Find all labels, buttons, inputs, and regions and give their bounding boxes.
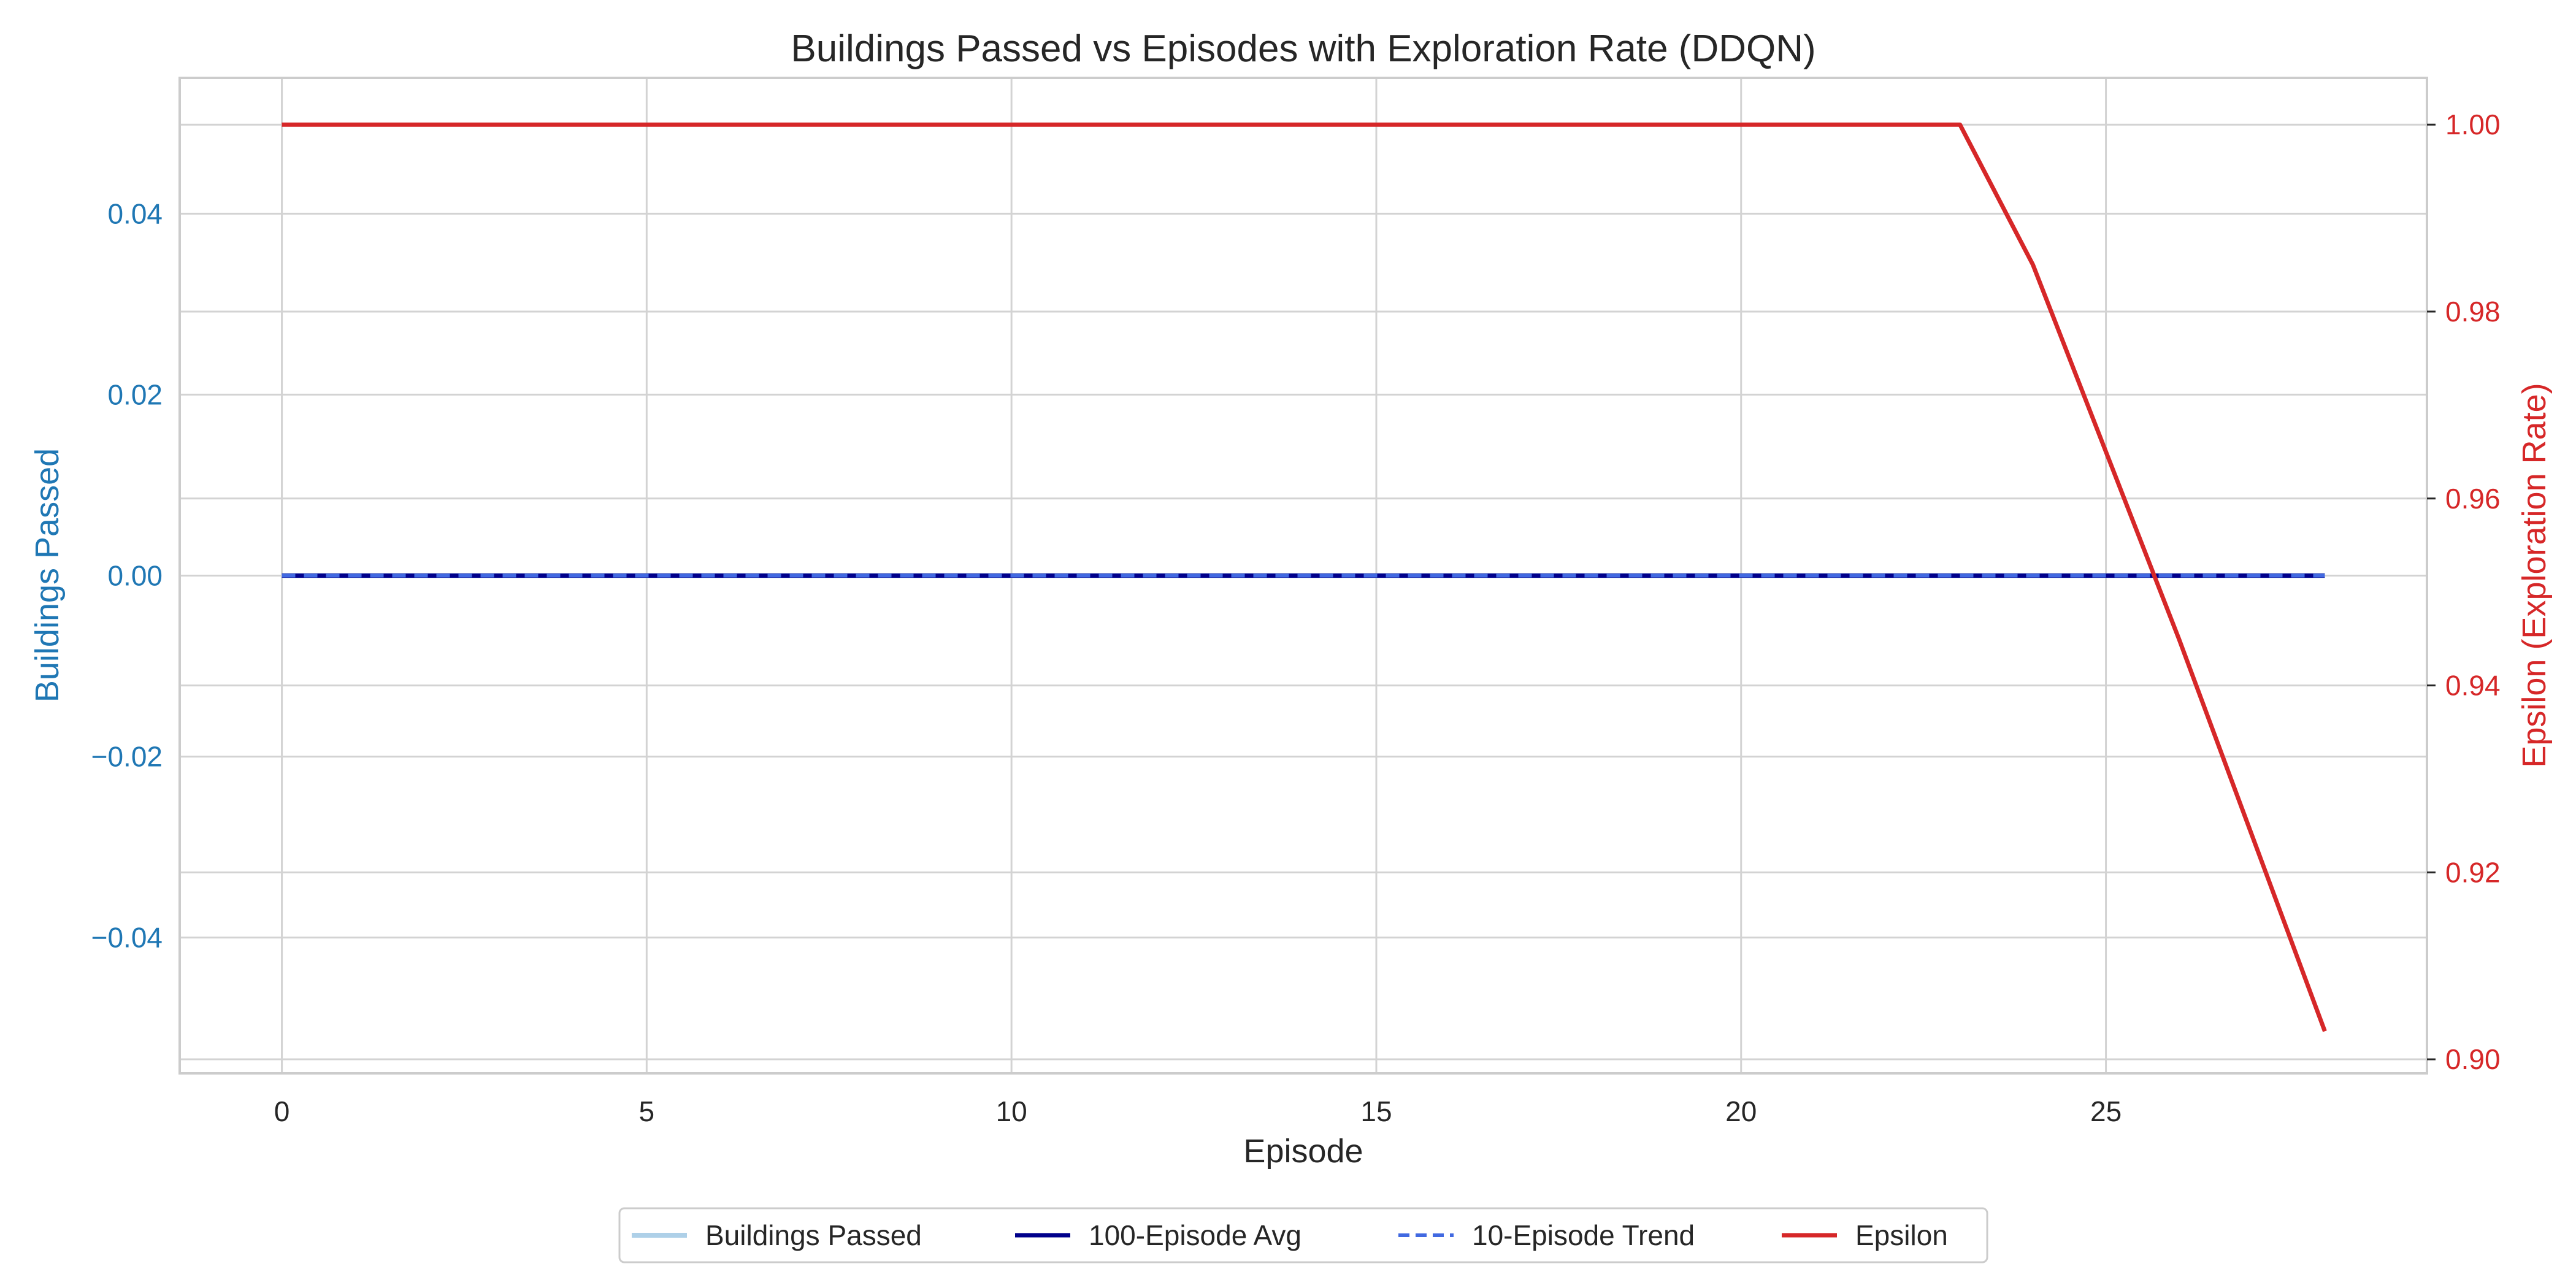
legend-label: 10-Episode Trend: [1472, 1219, 1695, 1251]
y-left-tick-label: 0.02: [107, 378, 163, 410]
y-axis-label-right: Epsilon (Exploration Rate): [2516, 383, 2553, 767]
legend-label: Buildings Passed: [705, 1219, 922, 1251]
legend-label: 100-Episode Avg: [1089, 1219, 1301, 1251]
chart-title: Buildings Passed vs Episodes with Explor…: [791, 28, 1815, 70]
series-line-epsilon: [282, 122, 2327, 1032]
y-left-tick-label: 0.00: [107, 560, 163, 592]
y-right-tick-label: 1.00: [2445, 109, 2501, 140]
y-left-tick-label: 0.04: [107, 197, 163, 229]
y-right-tick-label: 0.94: [2445, 670, 2501, 702]
x-tick-label: 15: [1360, 1095, 1392, 1127]
legend: Buildings Passed 100-Episode Avg 10-Episod…: [618, 1207, 1988, 1263]
legend-label: Epsilon: [1855, 1219, 1948, 1251]
y-axis-label-left: Buildings Passed: [29, 448, 66, 702]
plot-series: [282, 122, 2327, 1032]
y-right-tick-label: 0.90: [2445, 1043, 2501, 1075]
y-right-tick-label: 0.96: [2445, 483, 2501, 515]
y-left-tick-label: −0.04: [91, 922, 163, 954]
x-tick-label: 0: [274, 1095, 290, 1127]
y-left-tick-label: −0.02: [91, 741, 163, 773]
plot-frame: [178, 77, 2428, 1075]
y-right-tick-label: 0.92: [2445, 856, 2501, 888]
y-right-tick-label: 0.98: [2445, 296, 2501, 328]
x-tick-label: 25: [2090, 1095, 2122, 1127]
x-tick-label: 10: [996, 1095, 1027, 1127]
legend-frame: [618, 1207, 1988, 1263]
x-axis-label: Episode: [1243, 1133, 1363, 1170]
x-tick-label: 5: [639, 1095, 655, 1127]
x-tick-label: 20: [1725, 1095, 1757, 1127]
tick-labels: 0 5 10 15 20 25 −0.04 −0.02 0.00 0.02 0.04 0.90 0.92…: [91, 109, 2501, 1127]
